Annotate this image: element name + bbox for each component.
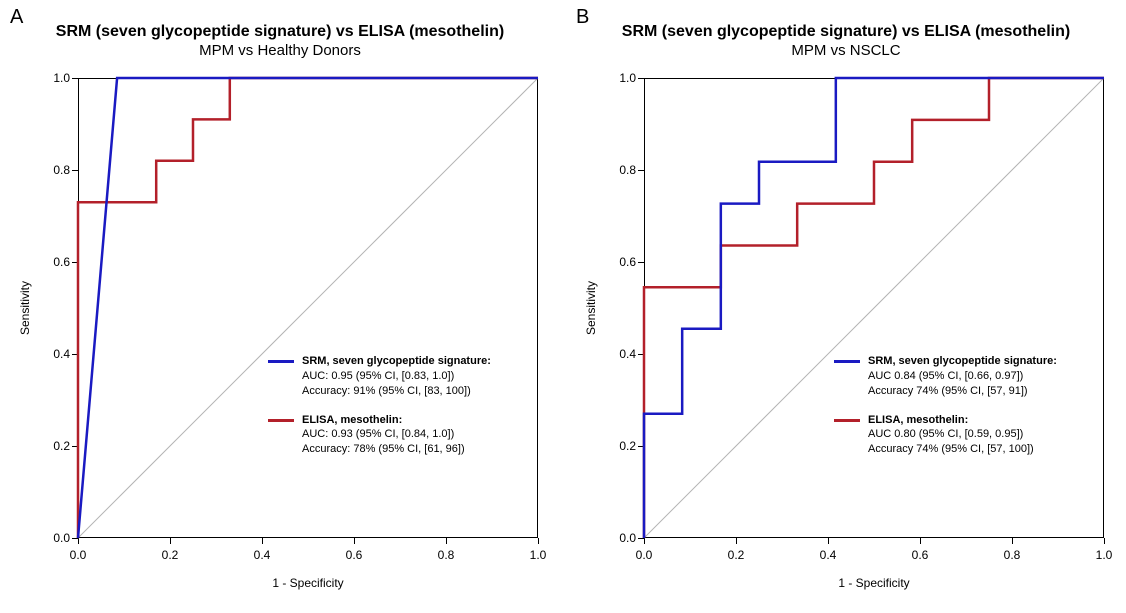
xtick-label: 0.2: [728, 548, 745, 562]
ylabel-text: Sensitivity: [18, 281, 32, 335]
xtick-label: 1.0: [1096, 548, 1113, 562]
legend-srm-group: SRM, seven glycopeptide signature: AUC 0…: [834, 354, 1114, 399]
ytick-label: 0.2: [38, 439, 70, 453]
legend-elisa-swatch: [268, 419, 294, 422]
ytick-label: 0.2: [604, 439, 636, 453]
xtick-label: 0.4: [820, 548, 837, 562]
panel-b-title-main: SRM (seven glycopeptide signature) vs EL…: [566, 22, 1126, 42]
legend-elisa-title: ELISA, mesothelin:: [302, 414, 402, 426]
legend-srm-accuracy: Accuracy 74% (95% CI, [57, 91]): [868, 384, 1114, 399]
legend-elisa-auc: AUC 0.80 (95% CI, [0.59, 0.95]): [868, 427, 1114, 442]
xtick-label: 0.8: [438, 548, 455, 562]
xtick-label: 1.0: [530, 548, 547, 562]
panel-a-plot: 0.00.20.40.60.81.0 0.00.20.40.60.81.0 SR…: [78, 78, 538, 538]
panel-b-legend: SRM, seven glycopeptide signature: AUC 0…: [834, 354, 1114, 471]
panel-b: B SRM (seven glycopeptide signature) vs …: [566, 0, 1126, 613]
legend-elisa-accuracy: Accuracy: 78% (95% CI, [61, 96]): [302, 442, 548, 457]
xtick-label: 0.0: [636, 548, 653, 562]
legend-srm-swatch: [834, 360, 860, 363]
legend-elisa-group: ELISA, mesothelin: AUC 0.80 (95% CI, [0.…: [834, 413, 1114, 458]
panel-a-title: SRM (seven glycopeptide signature) vs EL…: [0, 22, 560, 61]
legend-elisa-accuracy: Accuracy 74% (95% CI, [57, 100]): [868, 442, 1114, 457]
legend-elisa-auc: AUC: 0.93 (95% CI, [0.84, 1.0]): [302, 427, 548, 442]
panel-b-title-sub: MPM vs NSCLC: [566, 42, 1126, 61]
legend-srm-title: SRM, seven glycopeptide signature:: [302, 355, 491, 367]
panel-a-title-main: SRM (seven glycopeptide signature) vs EL…: [0, 22, 560, 42]
legend-srm-auc: AUC: 0.95 (95% CI, [0.83, 1.0]): [302, 369, 548, 384]
xtick-label: 0.4: [254, 548, 271, 562]
ytick-label: 0.4: [38, 347, 70, 361]
panel-b-plot: 0.00.20.40.60.81.0 0.00.20.40.60.81.0 SR…: [644, 78, 1104, 538]
panel-b-title: SRM (seven glycopeptide signature) vs EL…: [566, 22, 1126, 61]
ytick-label: 0.8: [604, 163, 636, 177]
ylabel-text: Sensitivity: [584, 281, 598, 335]
legend-elisa-group: ELISA, mesothelin: AUC: 0.93 (95% CI, [0…: [268, 413, 548, 458]
ytick-label: 1.0: [604, 71, 636, 85]
ytick-label: 0.8: [38, 163, 70, 177]
xtick-label: 0.6: [912, 548, 929, 562]
ytick-label: 0.6: [604, 255, 636, 269]
panel-a: A SRM (seven glycopeptide signature) vs …: [0, 0, 560, 613]
panel-a-legend: SRM, seven glycopeptide signature: AUC: …: [268, 354, 548, 471]
xtick-label: 0.2: [162, 548, 179, 562]
panel-a-title-sub: MPM vs Healthy Donors: [0, 42, 560, 61]
legend-srm-swatch: [268, 360, 294, 363]
legend-srm-title: SRM, seven glycopeptide signature:: [868, 355, 1057, 367]
ytick-label: 0.4: [604, 347, 636, 361]
figure-root: A SRM (seven glycopeptide signature) vs …: [0, 0, 1126, 613]
panel-a-xlabel: 1 - Specificity: [78, 576, 538, 590]
xtick-label: 0.6: [346, 548, 363, 562]
legend-srm-group: SRM, seven glycopeptide signature: AUC: …: [268, 354, 548, 399]
xtick-label: 0.0: [70, 548, 87, 562]
ytick-label: 0.6: [38, 255, 70, 269]
ytick-label: 0.0: [604, 531, 636, 545]
panel-b-ylabel: Sensitivity: [584, 78, 598, 538]
legend-srm-auc: AUC 0.84 (95% CI, [0.66, 0.97]): [868, 369, 1114, 384]
xtick-label: 0.8: [1004, 548, 1021, 562]
panel-a-ylabel: Sensitivity: [18, 78, 32, 538]
ytick-label: 1.0: [38, 71, 70, 85]
panel-b-xlabel: 1 - Specificity: [644, 576, 1104, 590]
legend-srm-accuracy: Accuracy: 91% (95% CI, [83, 100]): [302, 384, 548, 399]
ytick-label: 0.0: [38, 531, 70, 545]
legend-elisa-swatch: [834, 419, 860, 422]
legend-elisa-title: ELISA, mesothelin:: [868, 414, 968, 426]
